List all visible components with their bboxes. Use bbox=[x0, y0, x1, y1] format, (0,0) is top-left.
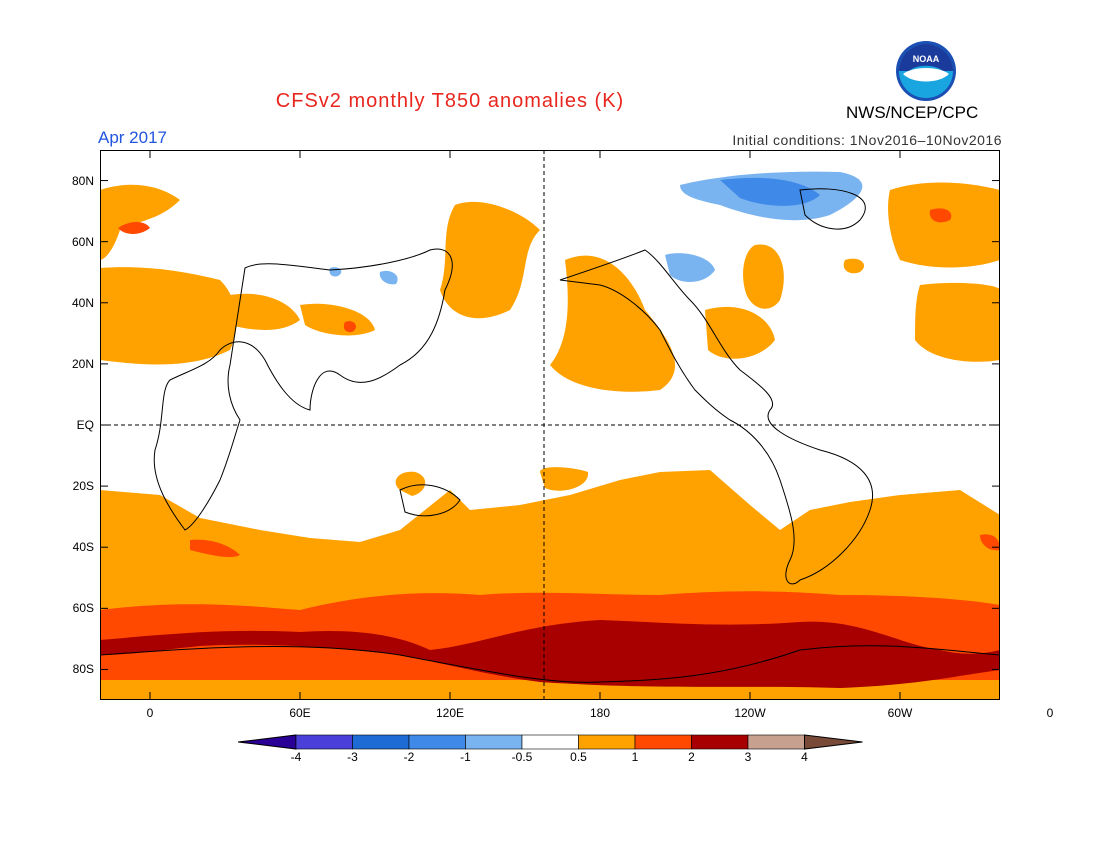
initial-conditions-label: Initial conditions: 1Nov2016–10Nov2016 bbox=[732, 132, 1002, 148]
lat-label: 60N bbox=[71, 234, 94, 249]
colorbar-segment bbox=[521, 734, 579, 750]
colorbar-label: -3 bbox=[347, 750, 358, 764]
anomaly-map bbox=[100, 150, 1000, 700]
colorbar-label: -4 bbox=[290, 750, 302, 764]
lat-label: EQ bbox=[76, 418, 94, 432]
colorbar-segment bbox=[691, 734, 749, 750]
colorbar-segment bbox=[804, 734, 863, 750]
colorbar-label: -0.5 bbox=[511, 750, 533, 764]
colorbar-segment bbox=[747, 734, 805, 750]
lon-label: 120W bbox=[734, 706, 766, 720]
colorbar-label: 1 bbox=[631, 750, 639, 764]
lat-label: 80S bbox=[72, 662, 94, 677]
colorbar-segment bbox=[352, 734, 410, 750]
valid-month-label: Apr 2017 bbox=[98, 128, 167, 147]
colorbar-segment bbox=[408, 734, 466, 750]
chart-title: CFSv2 monthly T850 anomalies (K) bbox=[275, 90, 625, 112]
colorbar-label: 3 bbox=[744, 750, 752, 764]
lat-label: 40S bbox=[72, 540, 94, 555]
noaa-logo-icon: NOAA bbox=[896, 41, 956, 101]
lat-label: 20S bbox=[72, 479, 94, 494]
anomaly-shading-cold bbox=[720, 177, 820, 206]
colorbar-label: -2 bbox=[403, 750, 415, 764]
lat-label: 60S bbox=[72, 601, 94, 616]
colorbar-segment bbox=[578, 734, 636, 750]
lat-label: 40N bbox=[71, 295, 94, 310]
lon-label: 0 bbox=[1046, 706, 1054, 720]
colorbar-label: 4 bbox=[801, 750, 808, 764]
organization-label: NWS/NCEP/CPC bbox=[846, 103, 979, 122]
logo-text: NOAA bbox=[913, 54, 940, 64]
colorbar-label: 2 bbox=[688, 750, 695, 764]
colorbar-segment bbox=[634, 734, 692, 750]
lat-label: 80N bbox=[71, 173, 94, 188]
colorbar-segment bbox=[295, 734, 353, 750]
lon-label: 120E bbox=[435, 706, 465, 720]
colorbar bbox=[238, 734, 863, 750]
lon-label: 0 bbox=[146, 706, 154, 720]
colorbar-label: 0.5 bbox=[570, 750, 587, 764]
lon-label: 60W bbox=[887, 706, 913, 720]
lat-label: 20N bbox=[71, 356, 94, 371]
anomaly-shading-very-strong bbox=[100, 620, 1000, 688]
colorbar-segment bbox=[238, 734, 297, 750]
colorbar-segment bbox=[465, 734, 523, 750]
lon-label: 180 bbox=[589, 706, 611, 720]
colorbar-label: -1 bbox=[460, 750, 471, 764]
lon-label: 60E bbox=[289, 706, 311, 720]
axis-ticks bbox=[100, 150, 1000, 700]
coastlines bbox=[100, 188, 1000, 683]
